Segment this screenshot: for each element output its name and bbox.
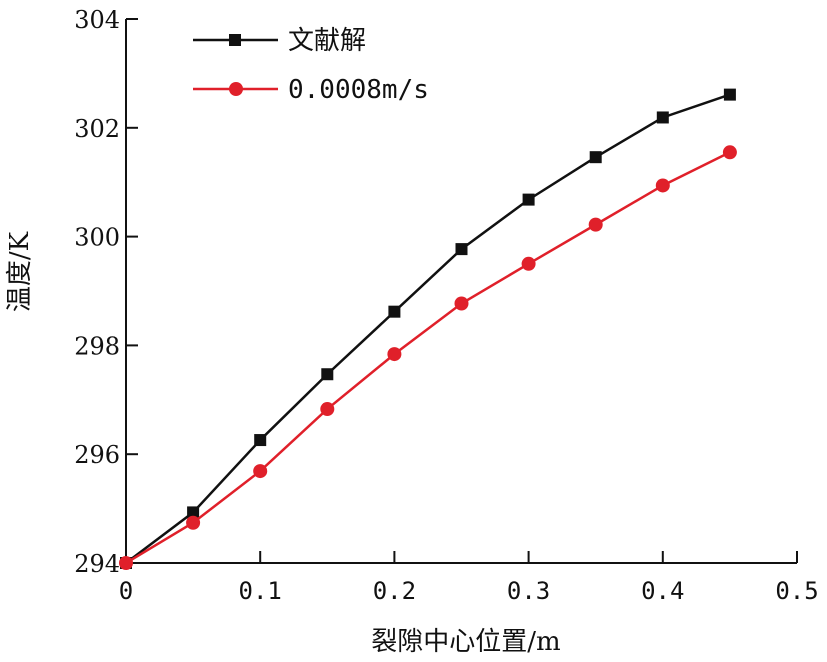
y-tick-label: 302: [74, 115, 120, 143]
data-point-square: [388, 305, 401, 318]
legend-item-1: 文献解: [193, 26, 366, 56]
y-tick-label: 304: [74, 6, 120, 34]
legend-label: 文献解: [288, 26, 366, 56]
series-line: [125, 151, 731, 565]
data-point-circle: [655, 178, 670, 193]
x-tick-label: 0.2: [373, 577, 416, 605]
x-tick-label: 0.1: [239, 577, 282, 605]
y-tick-label: 294: [74, 550, 120, 578]
data-point-circle: [588, 217, 603, 232]
data-point-square: [656, 111, 669, 124]
data-point-circle: [119, 556, 133, 570]
data-point-square: [455, 243, 468, 256]
y-tick-label: 296: [74, 441, 120, 469]
y-tick-label: 300: [74, 224, 120, 252]
data-point-square: [723, 88, 736, 101]
y-tick-label: 298: [74, 332, 120, 360]
y-axis-title: 温度/K: [5, 231, 35, 312]
data-point-circle: [186, 515, 201, 530]
legend: 文献解 0.0008m/s: [193, 26, 429, 105]
x-tick-label: 0.4: [641, 577, 684, 605]
data-point-square: [522, 193, 535, 206]
legend-label: 0.0008m/s: [288, 75, 429, 105]
legend-marker-circle: [229, 82, 243, 96]
x-tick-label: 0.3: [507, 577, 550, 605]
legend-marker-square: [229, 34, 241, 46]
x-axis-title: 裂隙中心位置/m: [371, 627, 560, 657]
series-2: [119, 145, 737, 570]
data-point-circle: [454, 296, 469, 311]
series-layer: [119, 88, 737, 570]
data-point-square: [321, 368, 334, 381]
axes: [125, 19, 797, 564]
data-point-circle: [521, 256, 536, 271]
series-line: [125, 93, 731, 564]
data-point-square: [187, 506, 200, 519]
legend-item-2: 0.0008m/s: [193, 75, 429, 105]
data-point-circle: [722, 145, 737, 160]
x-tick-label: 0.5: [775, 577, 818, 605]
data-point-circle: [253, 464, 268, 479]
data-point-circle: [387, 347, 402, 362]
y-axis-ticks: 294 296 298 300 302 304: [74, 6, 138, 578]
data-point-square: [254, 434, 267, 447]
data-point-square: [589, 151, 602, 164]
series-1: [120, 88, 736, 569]
data-point-circle: [320, 402, 335, 417]
x-axis-ticks: 0 0.1 0.2 0.3 0.4 0.5: [119, 551, 819, 605]
x-tick-label: 0: [119, 577, 133, 605]
